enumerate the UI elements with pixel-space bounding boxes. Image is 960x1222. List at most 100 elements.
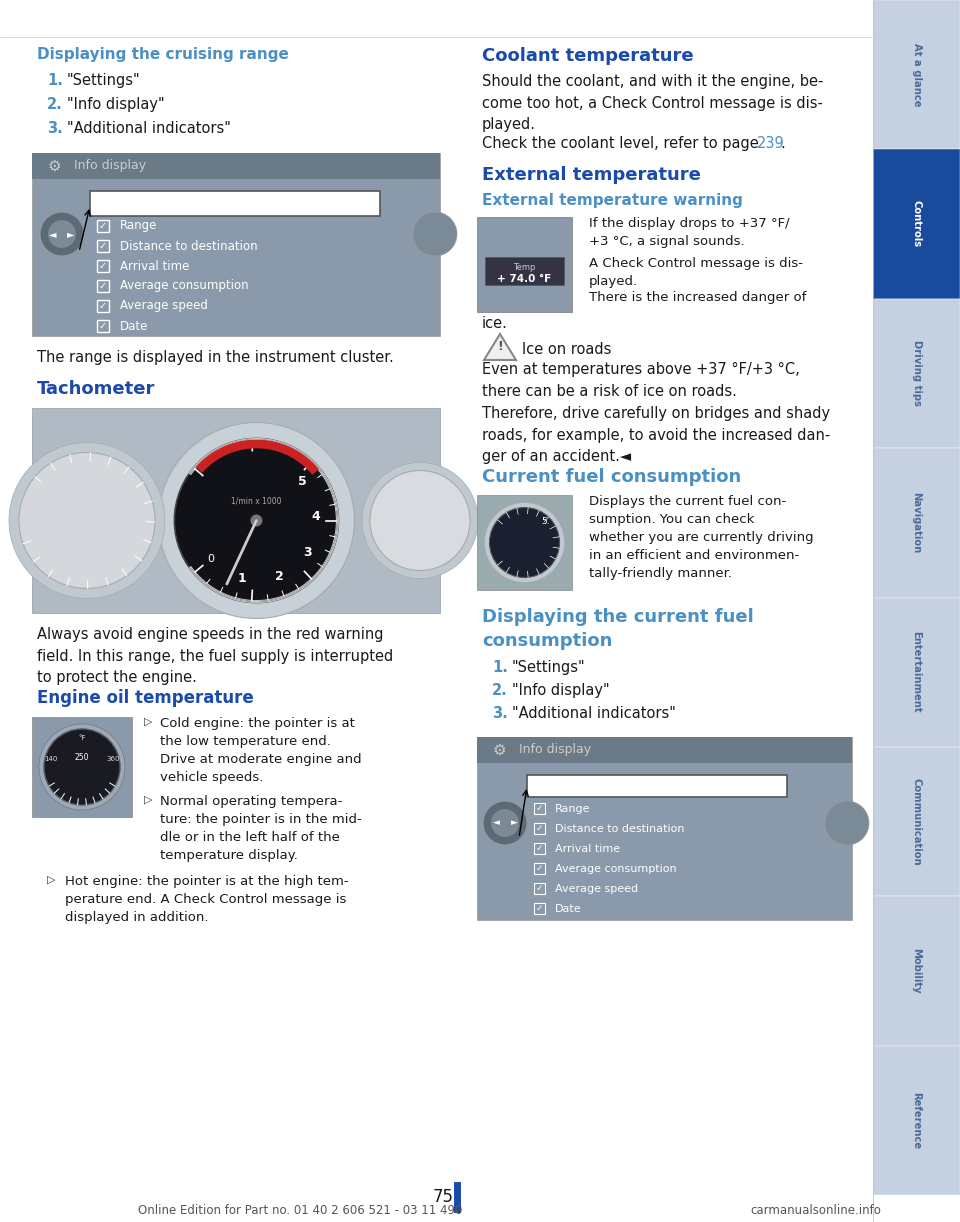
Circle shape xyxy=(491,809,519,837)
Text: 1/min x 1000: 1/min x 1000 xyxy=(231,496,281,505)
Bar xyxy=(873,896,960,1046)
Text: Communication: Communication xyxy=(911,777,922,865)
Circle shape xyxy=(251,514,262,527)
Text: "Additional indicators": "Additional indicators" xyxy=(512,706,676,721)
Bar xyxy=(32,153,440,178)
Text: ▷: ▷ xyxy=(47,875,56,885)
Text: Temp: Temp xyxy=(514,263,536,271)
Text: ◄: ◄ xyxy=(492,819,499,827)
Text: 4: 4 xyxy=(312,510,321,523)
Text: Arrival time: Arrival time xyxy=(120,259,189,273)
Text: Entertainment: Entertainment xyxy=(911,632,922,712)
Text: ▷: ▷ xyxy=(144,796,153,805)
Bar xyxy=(485,257,564,285)
Text: Controls: Controls xyxy=(911,200,922,248)
Circle shape xyxy=(483,800,527,844)
Circle shape xyxy=(44,730,120,805)
Text: Ice on roads: Ice on roads xyxy=(522,342,612,357)
Bar xyxy=(477,737,852,920)
Text: ►: ► xyxy=(511,819,517,827)
Text: ✓: ✓ xyxy=(536,804,543,813)
Text: ◄: ◄ xyxy=(49,229,57,240)
Text: "Settings": "Settings" xyxy=(67,73,140,88)
Text: + 74.0 °F: + 74.0 °F xyxy=(497,274,552,284)
Text: 3.: 3. xyxy=(47,121,62,136)
Bar xyxy=(97,200,109,211)
Text: 2.: 2. xyxy=(492,683,508,698)
Text: Therefore, drive carefully on bridges and shady
roads, for example, to avoid the: Therefore, drive carefully on bridges an… xyxy=(482,406,830,464)
Bar xyxy=(873,149,960,298)
Bar xyxy=(534,863,545,874)
Circle shape xyxy=(48,220,76,248)
Bar xyxy=(32,408,440,613)
Circle shape xyxy=(39,723,125,810)
Circle shape xyxy=(370,470,470,571)
Text: ✓: ✓ xyxy=(99,241,108,251)
Text: .: . xyxy=(780,136,784,152)
Text: ✓: ✓ xyxy=(536,785,543,793)
Text: Date: Date xyxy=(555,903,582,914)
Text: "Settings": "Settings" xyxy=(512,660,586,675)
Circle shape xyxy=(490,507,560,578)
Text: External temperature warning: External temperature warning xyxy=(482,193,743,208)
Text: ✓: ✓ xyxy=(99,301,108,312)
Text: Always avoid engine speeds in the red warning
field. In this range, the fuel sup: Always avoid engine speeds in the red wa… xyxy=(37,627,394,686)
Text: 5.: 5. xyxy=(541,517,550,525)
Text: ✓: ✓ xyxy=(536,864,543,873)
Text: 75: 75 xyxy=(433,1188,453,1206)
Text: Info display: Info display xyxy=(74,160,146,172)
Text: ✓: ✓ xyxy=(99,321,108,331)
Text: "Info display": "Info display" xyxy=(512,683,610,698)
Bar xyxy=(477,218,572,312)
Text: 250: 250 xyxy=(75,753,89,761)
Circle shape xyxy=(485,502,564,583)
Text: Driving tips: Driving tips xyxy=(911,341,922,407)
Text: ▷: ▷ xyxy=(144,717,153,727)
Text: ✓: ✓ xyxy=(99,221,108,231)
Text: !: ! xyxy=(497,340,503,352)
Text: Reference: Reference xyxy=(911,1091,922,1149)
Circle shape xyxy=(9,442,165,599)
Text: 1: 1 xyxy=(237,572,247,585)
Bar xyxy=(527,775,787,797)
Text: Hot engine: the pointer is at the high tem-
perature end. A Check Control messag: Hot engine: the pointer is at the high t… xyxy=(65,875,348,924)
Bar xyxy=(534,843,545,854)
Circle shape xyxy=(19,452,155,589)
Text: Displaying the cruising range: Displaying the cruising range xyxy=(37,46,289,62)
Text: ✓: ✓ xyxy=(536,884,543,893)
Text: "Info display": "Info display" xyxy=(67,97,164,112)
Text: ✓: ✓ xyxy=(99,200,108,211)
Bar xyxy=(97,280,109,292)
Text: 0: 0 xyxy=(207,554,214,565)
Text: Normal operating tempera-
ture: the pointer is in the mid-
dle or in the left ha: Normal operating tempera- ture: the poin… xyxy=(160,796,362,862)
Text: 3: 3 xyxy=(303,546,312,558)
Circle shape xyxy=(362,462,478,578)
Text: 2: 2 xyxy=(275,569,283,583)
Text: ✓: ✓ xyxy=(99,281,108,291)
Bar xyxy=(873,448,960,598)
Bar xyxy=(534,783,545,794)
Polygon shape xyxy=(484,334,516,360)
Text: If the display drops to +37 °F/
+3 °C, a signal sounds.: If the display drops to +37 °F/ +3 °C, a… xyxy=(589,218,790,248)
Text: Average speed: Average speed xyxy=(120,299,208,313)
Bar xyxy=(90,191,380,216)
Text: 239: 239 xyxy=(757,136,784,152)
Circle shape xyxy=(158,423,354,618)
Text: carmanualsonline.info: carmanualsonline.info xyxy=(750,1204,881,1216)
Bar xyxy=(97,320,109,332)
Text: ✓: ✓ xyxy=(536,844,543,853)
Circle shape xyxy=(175,439,338,602)
Text: ⚙: ⚙ xyxy=(47,159,60,174)
Text: Navigation: Navigation xyxy=(911,492,922,554)
Text: Engine oil temperature: Engine oil temperature xyxy=(37,689,253,708)
Text: Check the coolant level, refer to page: Check the coolant level, refer to page xyxy=(482,136,763,152)
Text: Should the coolant, and with it the engine, be-
come too hot, a Check Control me: Should the coolant, and with it the engi… xyxy=(482,75,824,132)
Text: Average consumption: Average consumption xyxy=(555,864,677,874)
Bar xyxy=(97,220,109,232)
Text: °F: °F xyxy=(79,734,85,741)
Bar xyxy=(97,240,109,252)
Text: Displaying the current fuel
consumption: Displaying the current fuel consumption xyxy=(482,609,754,650)
Text: ✓: ✓ xyxy=(536,824,543,833)
Text: 1.: 1. xyxy=(47,73,62,88)
Text: Range: Range xyxy=(555,804,590,814)
